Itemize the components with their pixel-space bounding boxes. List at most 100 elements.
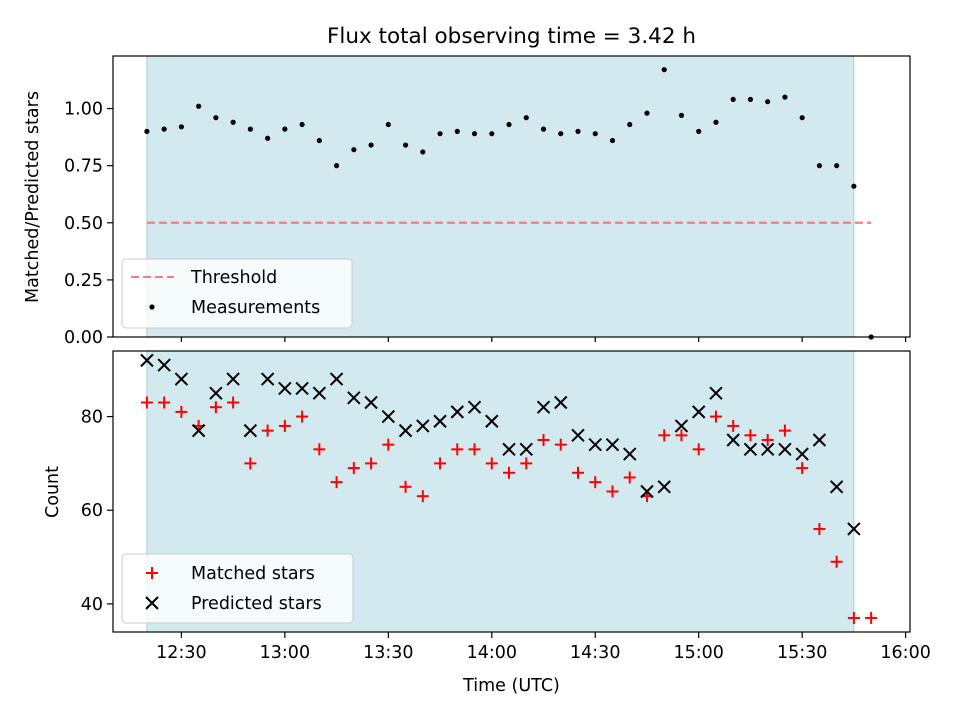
predicted-star-b	[416, 419, 430, 433]
matched-star-point	[692, 443, 705, 456]
predicted-star-point	[364, 395, 378, 410]
matched-star-point	[399, 480, 412, 493]
predicted-star-b	[174, 372, 189, 386]
x-tick-label: 14:00	[467, 643, 517, 663]
predicted-star-point	[278, 381, 292, 396]
matched-star-point	[175, 405, 188, 418]
predicted-star-b	[312, 386, 327, 400]
predicted-star-b	[347, 391, 361, 405]
measurement-point	[575, 128, 581, 134]
predicted-star-point	[329, 372, 344, 386]
measurement-point	[592, 131, 598, 137]
top-y-axis: 0.00 0.25 0.50 0.75 1.00	[64, 100, 113, 348]
predicted-star-point	[157, 358, 171, 372]
x-tick-label: 16:00	[880, 643, 930, 663]
measurement-point	[265, 135, 271, 141]
matched-star-point	[589, 476, 602, 489]
predicted-star-point	[829, 480, 844, 494]
predicted-star-point	[588, 437, 602, 452]
predicted-star-b	[209, 386, 223, 400]
predicted-star-point	[347, 391, 361, 405]
predicted-star-point	[260, 372, 275, 386]
predicted-star-b	[623, 447, 637, 461]
matched-star-point	[278, 419, 291, 432]
predicted-star-b	[278, 381, 292, 396]
top-y-tick-label: 1.00	[64, 100, 103, 120]
chart-title: Flux total observing time = 3.42 h	[327, 24, 696, 49]
predicted-star-b	[640, 484, 654, 499]
measurement-point	[144, 128, 150, 134]
matched-star-point	[468, 443, 481, 456]
predicted-star-b	[226, 372, 240, 386]
bottom-legend-box	[121, 553, 354, 624]
top-y-tick-label: 0.00	[64, 328, 103, 348]
predicted-star-point	[691, 405, 706, 419]
predicted-star-point	[674, 419, 689, 433]
predicted-star-b	[191, 423, 206, 438]
x-axis-label: Time (UTC)	[462, 676, 560, 696]
x-tick-label: 15:30	[777, 643, 827, 663]
predicted-star-b	[605, 437, 620, 452]
top-y-tick-label: 0.25	[64, 271, 103, 291]
measurement-point	[213, 115, 219, 121]
measurement-point	[730, 96, 736, 103]
predicted-stars-legend-swatch	[145, 596, 159, 610]
predicted-star-b	[485, 414, 499, 428]
predicted-star-b	[554, 395, 568, 410]
predicted-star-b	[140, 353, 154, 368]
top-y-axis-label: Matched/Predicted stars	[23, 91, 43, 303]
top-legend: Threshold Measurements	[121, 258, 353, 329]
measurement-point	[558, 131, 564, 137]
predicted-star-b	[536, 400, 551, 414]
measurement-point	[765, 99, 771, 105]
bottom-y-tick-label: 80	[81, 408, 103, 428]
matched-star-point	[572, 466, 585, 479]
predicted-star-b	[519, 442, 533, 457]
predicted-star-b	[829, 480, 844, 494]
measurement-point	[316, 137, 322, 144]
bottom-panel: 40 60 80 12:30 13:00 13:30 14:00 14:30 15:00 15:…	[43, 350, 931, 696]
top-axes-frame	[112, 55, 911, 338]
measurement-point	[454, 128, 460, 134]
matched-star-point	[158, 396, 171, 409]
measurements-legend-swatch	[149, 304, 155, 310]
top-legend-box	[121, 258, 353, 329]
predicted-star-point	[433, 414, 447, 428]
predicted-star-b	[450, 405, 465, 419]
bottom-y-axis-label: Count	[43, 466, 63, 518]
measurement-point	[799, 115, 805, 121]
predicted-star-point	[191, 423, 206, 438]
predicted-star-point	[450, 405, 465, 419]
matched-star-point	[796, 462, 809, 475]
predicted-star-b	[674, 419, 689, 433]
measurement-point	[678, 112, 685, 118]
top-panel: 0.00 0.25 0.50 0.75 1.00 Matched/Predicted s…	[23, 55, 911, 348]
matched-star-point	[865, 611, 878, 624]
matched-star-point	[261, 424, 274, 437]
predicted-star-point	[657, 480, 671, 494]
predicted-star-point	[795, 447, 809, 461]
predicted-star-point	[381, 409, 396, 424]
measurement-point	[161, 126, 167, 132]
matched-star-point	[623, 471, 636, 484]
measurement-point	[385, 121, 391, 128]
predicted-stars-legend-label: Predicted stars	[191, 594, 322, 614]
measurement-point	[333, 163, 340, 169]
threshold-legend-label: Threshold	[190, 268, 277, 288]
matched-star-point	[227, 396, 240, 409]
predicted-star-point	[416, 419, 430, 433]
predicted-star-b	[364, 395, 378, 410]
predicted-star-point	[571, 428, 585, 443]
measurement-point	[247, 126, 253, 132]
predicted-star-point	[295, 381, 309, 396]
measurement-point	[834, 163, 840, 169]
x-tick-label: 15:00	[673, 643, 723, 663]
matched-star-point	[365, 457, 378, 470]
matched-star-point	[503, 466, 516, 479]
predicted-star-point	[140, 353, 154, 368]
measurement-point	[489, 131, 495, 137]
predicted-star-point	[812, 433, 827, 447]
matched-star-point	[347, 462, 360, 475]
predicted-star-b	[657, 480, 671, 494]
measurement-point	[816, 163, 823, 169]
